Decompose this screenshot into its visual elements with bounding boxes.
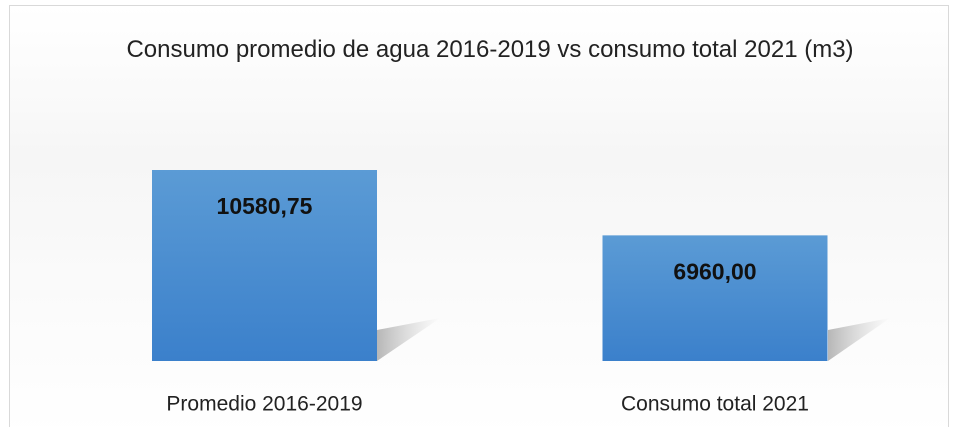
chart-title: Consumo promedio de agua 2016-2019 vs co…	[126, 36, 854, 63]
x-tick-label: Consumo total 2021	[621, 393, 809, 416]
bar	[152, 170, 377, 361]
data-label: 6960,00	[673, 258, 756, 284]
bar	[602, 235, 828, 361]
data-label: 10580,75	[217, 193, 313, 219]
bar-shadow	[828, 318, 890, 361]
bar-shadow	[377, 318, 440, 361]
x-tick-label: Promedio 2016-2019	[166, 393, 362, 416]
